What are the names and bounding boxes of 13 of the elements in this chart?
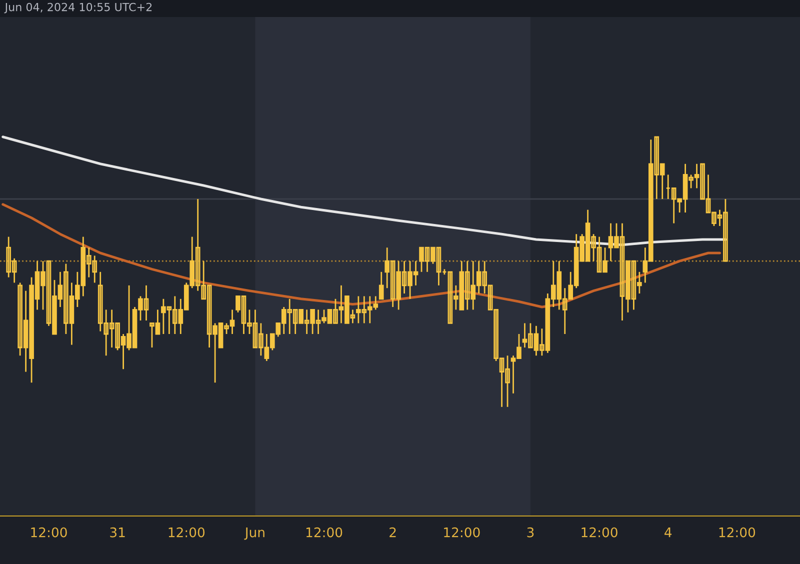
x-tick-label: 12:00 [719,527,756,538]
x-tick-label: 12:00 [31,527,67,538]
text: Jun 04, 2024 10:55 UTC+2 [4,2,152,14]
x-tick-label: 3 [527,527,534,538]
x-tick-label: 12:00 [582,527,618,538]
x-tick-label: 4 [664,528,672,538]
x-tick-label: 2 [390,527,396,538]
x-tick-label: 12:00 [444,527,480,538]
x-tick-label: Jun [244,528,264,540]
x-tick-label: 12:00 [306,527,342,538]
x-tick-label: 31 [110,527,125,538]
candlestick [378,271,384,300]
x-tick-label: 12:00 [168,527,205,538]
